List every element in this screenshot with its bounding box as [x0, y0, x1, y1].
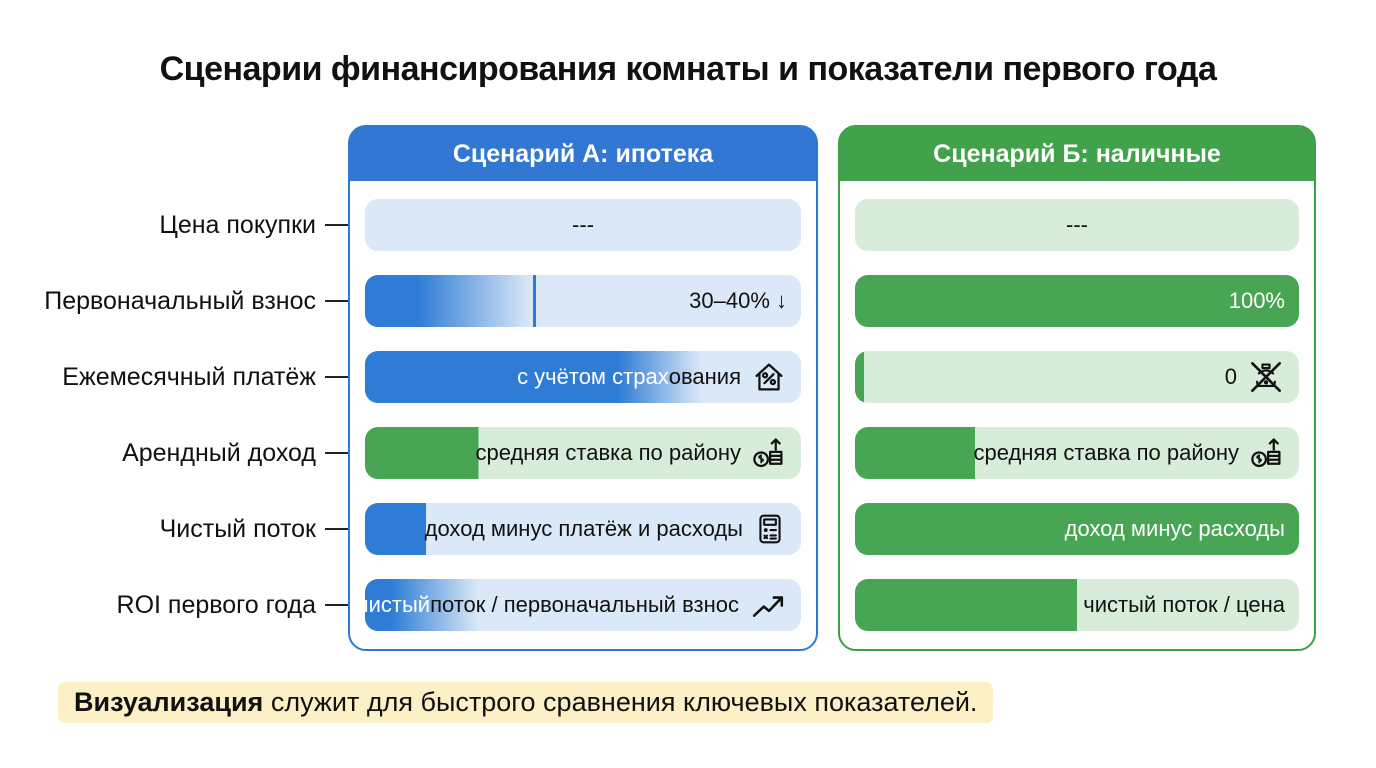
connector-line	[325, 376, 352, 378]
bar-a-rental-income: средняя ставка по району	[365, 427, 801, 479]
bar-value: 100%	[1228, 288, 1285, 313]
bar-b-purchase-price: ---	[855, 199, 1299, 251]
footnote-text: служит для быстрого сравнения ключевых п…	[263, 687, 978, 717]
bar-a-monthly-payment: с учётом страх ования	[365, 351, 801, 403]
bar-value: ования	[668, 364, 741, 389]
metric-label-text: Первоначальный взнос	[44, 286, 316, 315]
bar-value: 30–40% ↓	[689, 288, 787, 313]
connector-line	[325, 224, 352, 226]
bar-b-net-flow: доход минус расходы	[855, 503, 1299, 555]
coins-up-icon	[1251, 438, 1281, 468]
house-percent-icon	[755, 363, 783, 391]
footnote-highlight: Визуализация	[74, 687, 264, 717]
coins-up-icon	[753, 438, 783, 468]
bar-value: ---	[572, 212, 594, 237]
no-payment-icon	[1251, 362, 1281, 392]
bar-value: чистый поток / цена	[1083, 592, 1285, 617]
scenario-a-body: --- 30–40% ↓ с учётом страх ования средня…	[350, 181, 816, 649]
trend-up-icon	[752, 596, 784, 617]
metric-label-net-flow: Чистый поток	[0, 503, 352, 555]
bar-value: доход минус расходы	[1064, 516, 1285, 541]
bar-b-down-payment: 100%	[855, 275, 1299, 327]
metric-label-purchase-price: Цена покупки	[0, 199, 352, 251]
metric-label-rental-income: Арендный доход	[0, 427, 352, 479]
metric-label-text: Чистый поток	[159, 514, 316, 543]
bar-value: средняя ставка по району	[475, 440, 741, 465]
scenario-b-header: Сценарий Б: наличные	[840, 127, 1314, 181]
connector-line	[325, 604, 352, 606]
footnote: Визуализация служит для быстрого сравнен…	[58, 682, 994, 723]
metric-label-text: Ежемесячный платёж	[62, 362, 316, 391]
bar-b-monthly-payment: 0	[855, 351, 1299, 403]
threshold-marker	[532, 275, 536, 327]
bar-a-net-flow: доход минус платёж и расходы	[365, 503, 801, 555]
scenario-b-panel: Сценарий Б: наличные --- 100% 0 средняя …	[838, 125, 1316, 651]
metric-label-text: Арендный доход	[122, 438, 316, 467]
metric-labels: Цена покупки Первоначальный взнос Ежемес…	[0, 199, 352, 631]
bar-value: с учётом страх	[517, 364, 669, 389]
connector-line	[325, 452, 352, 454]
scenario-a-panel: Сценарий А: ипотека --- 30–40% ↓ с учёто…	[348, 125, 818, 651]
bar-value: доход минус платёж и расходы	[424, 516, 743, 541]
bar-b-roi: чистый поток / цена	[855, 579, 1299, 631]
bar-a-purchase-price: ---	[365, 199, 801, 251]
metric-label-text: ROI первого года	[116, 590, 316, 619]
metric-label-text: Цена покупки	[159, 210, 316, 239]
metric-label-down-payment: Первоначальный взнос	[0, 275, 352, 327]
bar-value: средняя ставка по району	[973, 440, 1239, 465]
metric-label-monthly-payment: Ежемесячный платёж	[0, 351, 352, 403]
scenario-b-body: --- 100% 0 средняя ставка по району	[840, 181, 1314, 649]
metric-label-roi: ROI первого года	[0, 579, 352, 631]
bar-b-rental-income: средняя ставка по району	[855, 427, 1299, 479]
page-title: Сценарии финансирования комнаты и показа…	[159, 50, 1217, 88]
bar-value: поток / первоначальный взнос	[430, 592, 739, 617]
bar-value: ---	[1066, 212, 1088, 237]
calculator-icon	[759, 514, 781, 544]
bar-value: 0	[1224, 364, 1237, 389]
bar-value: чистый	[365, 592, 431, 617]
bar-a-down-payment: 30–40% ↓	[365, 275, 801, 327]
scenario-a-header: Сценарий А: ипотека	[350, 127, 816, 181]
connector-line	[325, 528, 352, 530]
bar-a-roi: чистый поток / первоначальный взнос	[365, 579, 801, 631]
connector-line	[325, 300, 352, 302]
